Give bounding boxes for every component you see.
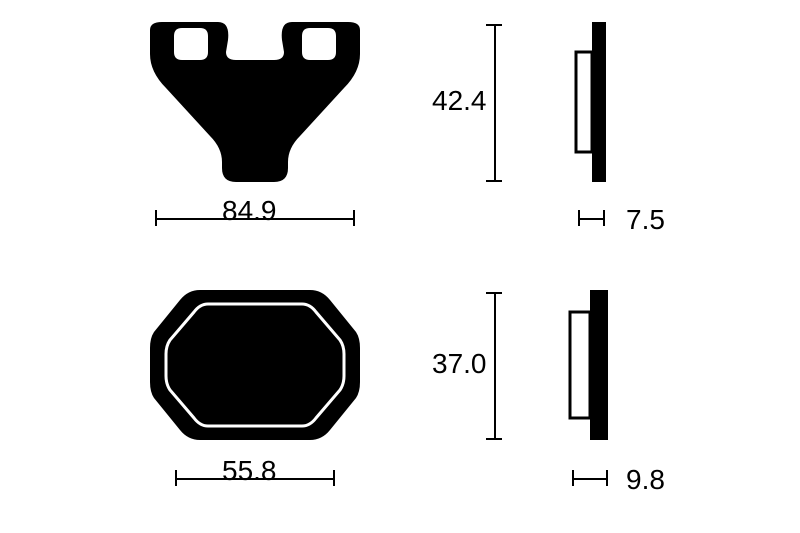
- lower-pad-side-backplate: [590, 290, 608, 440]
- lower-pad-side-friction: [570, 312, 590, 418]
- dim-lower-thick-cap-left: [572, 470, 574, 486]
- dim-lower-width-cap-right: [333, 470, 335, 486]
- dim-lower-width-label: 55.8: [222, 455, 277, 487]
- dim-lower-thick-line: [572, 478, 608, 480]
- dim-upper-width-label: 84.9: [222, 195, 277, 227]
- upper-pad-side-shape: [572, 22, 612, 182]
- dim-upper-thick-line: [578, 218, 605, 220]
- dim-lower-height-label: 37.0: [432, 348, 487, 380]
- lower-pad-outer: [150, 290, 360, 440]
- dim-upper-height-label: 42.4: [432, 85, 487, 117]
- dim-lower-height-line: [494, 292, 496, 440]
- upper-pad-hole-right: [302, 28, 336, 60]
- dim-upper-thick-cap-right: [603, 210, 605, 226]
- dim-lower-thick-label: 9.8: [626, 464, 665, 496]
- dim-upper-width-cap-left: [155, 210, 157, 226]
- dim-lower-height-cap-bot: [486, 438, 502, 440]
- dim-lower-thick-cap-right: [606, 470, 608, 486]
- upper-pad-side-backplate: [592, 22, 606, 182]
- dim-upper-width-cap-right: [353, 210, 355, 226]
- dim-lower-width-cap-left: [175, 470, 177, 486]
- dim-upper-height-cap-bot: [486, 180, 502, 182]
- dim-upper-thick-label: 7.5: [626, 204, 665, 236]
- dim-upper-height-cap-top: [486, 24, 502, 26]
- upper-pad-front-shape: [120, 22, 390, 182]
- dim-lower-height-cap-top: [486, 292, 502, 294]
- upper-pad-hole-left: [174, 28, 208, 60]
- dim-upper-height-line: [494, 24, 496, 182]
- lower-pad-front-shape: [150, 290, 360, 440]
- dim-upper-thick-cap-left: [578, 210, 580, 226]
- drawing-stage: 84.9 42.4 7.5 55.8 37.0 9.8: [0, 0, 800, 533]
- lower-pad-side-shape: [566, 290, 614, 440]
- upper-pad-side-friction: [576, 52, 592, 152]
